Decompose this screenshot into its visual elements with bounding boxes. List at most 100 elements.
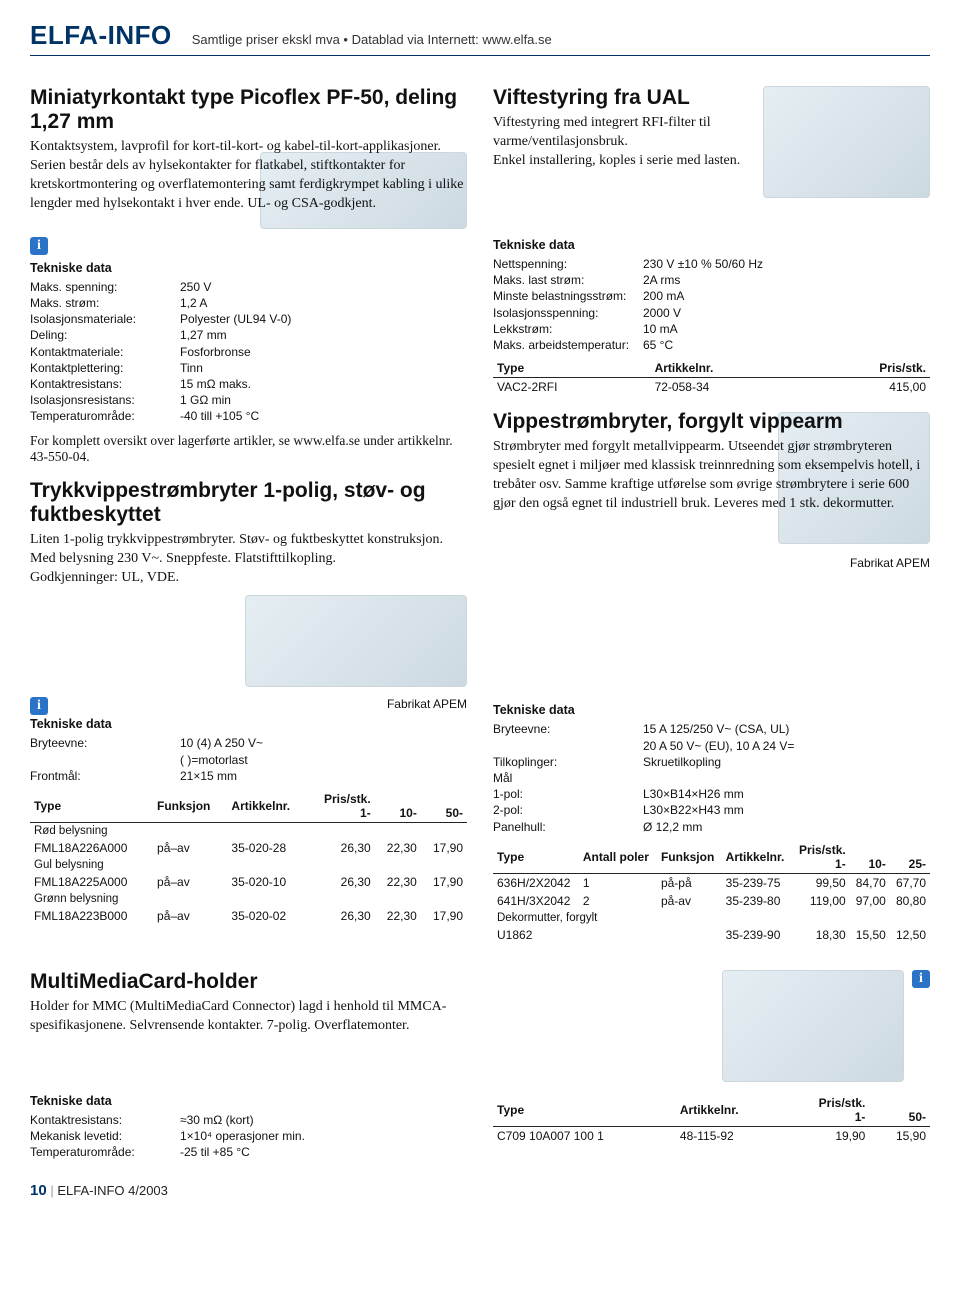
note-picoflex: For komplett oversikt over lagerførte ar… [30,433,467,465]
section-title-picoflex: Miniatyrkontakt type Picoflex PF-50, del… [30,86,467,134]
th-type: Type [493,359,651,378]
spec-key: Mål [493,770,643,786]
spec-key: Panelhull: [493,819,643,835]
spec-value: Fosforbronse [180,344,467,360]
spec-row: Mekanisk levetid:1×10⁴ operasjoner min. [30,1128,467,1144]
spec-key [493,738,643,754]
spec-title: Tekniske data [30,261,467,275]
spec-key: Isolasjonsmateriale: [30,311,180,327]
label: 50- [909,1110,926,1124]
price-table-trykk: Type Funksjon Artikkelnr. Pris/stk.1- 10… [30,790,467,925]
price-table-mmc: Type Artikkelnr. Pris/stk.1- 50- C709 10… [493,1094,930,1145]
spec-value: 230 V ±10 % 50/60 Hz [643,256,930,272]
product-image-mmc [722,970,904,1082]
th: 50- [421,790,467,823]
table-cell: 15,50 [850,926,890,944]
spec-row: Maks. strøm:1,2 A [30,295,467,311]
table-cell: 35-239-80 [722,892,792,910]
label: Pris/stk. [324,792,371,806]
spec-key: Maks. strøm: [30,295,180,311]
spec-value: L30×B14×H26 mm [643,786,930,802]
table-cell: VAC2-2RFI [493,378,651,397]
section-body-mmc: Holder for MMC (MultiMediaCard Connector… [30,998,470,1036]
section-body-vippe: Strømbryter med forgylt metallvippearm. … [493,438,930,514]
label: Antall poler [583,850,649,864]
spec-value: 1 GΩ min [180,392,467,408]
table-row: Dekormutter, forgylt [493,910,930,926]
table-cell: 17,90 [421,873,467,891]
spec-value: Polyester (UL94 V-0) [180,311,467,327]
th-price: Pris/stk. [804,359,930,378]
table-cell: på–av [153,907,227,925]
section-body-trykk: Liten 1-polig trykkvippestrømbryter. Stø… [30,531,467,588]
info-icon: i [30,237,48,255]
table-cell: FML18A225A000 [30,873,153,891]
table-cell: 641H/3X2042 [493,892,579,910]
table-row: 636H/2X20421på-på35-239-7599,5084,7067,7… [493,873,930,892]
spec-key: Kontaktplettering: [30,360,180,376]
table-cell: 1 [579,873,657,892]
spec-value: 10 mA [643,321,930,337]
spec-list-trykk: Bryteevne:10 (4) A 250 V~( )=motorlastFr… [30,735,467,784]
spec-key: Tilkoplinger: [493,754,643,770]
th: Type [493,1094,676,1127]
spec-list-vippe: Bryteevne:15 A 125/250 V~ (CSA, UL)20 A … [493,721,930,834]
spec-value: L30×B22×H43 mm [643,802,930,818]
th: Pris/stk.1- [308,790,374,823]
spec-row: Tilkoplinger:Skruetilkopling [493,754,930,770]
table-cell: C709 10A007 100 1 [493,1126,676,1145]
spec-row: Isolasjonsresistans:1 GΩ min [30,392,467,408]
spec-value: 2A rms [643,272,930,288]
spec-value [643,770,930,786]
table-cell: 35-020-02 [227,907,308,925]
table-subhead: Gul belysning [30,857,467,873]
table-cell: 12,50 [890,926,930,944]
table-cell: 35-020-28 [227,839,308,857]
spec-value: ( )=motorlast [180,752,467,768]
table-cell: 22,30 [375,839,421,857]
table-cell: på-på [657,873,722,892]
th: Artikkelnr. [722,841,792,874]
spec-key: Minste belastningsstrøm: [493,288,643,304]
spec-row: Lekkstrøm:10 mA [493,321,930,337]
spec-row: ( )=motorlast [30,752,467,768]
spec-row: 20 A 50 V~ (EU), 10 A 24 V= [493,738,930,754]
table-row: FML18A223B000på–av35-020-0226,3022,3017,… [30,907,467,925]
table-cell: 17,90 [421,907,467,925]
spec-row: Kontaktmateriale:Fosforbronse [30,344,467,360]
spec-row: Isolasjonsmateriale:Polyester (UL94 V-0) [30,311,467,327]
spec-row: 1-pol:L30×B14×H26 mm [493,786,930,802]
spec-row: Minste belastningsstrøm:200 mA [493,288,930,304]
table-cell: 22,30 [375,907,421,925]
th: Pris/stk.1- [792,841,850,874]
spec-value: 65 °C [643,337,930,353]
spec-row: 2-pol:L30×B22×H43 mm [493,802,930,818]
spec-title: Tekniske data [493,703,930,717]
spec-row: Isolasjonsspenning:2000 V [493,305,930,321]
spec-key: Isolasjonsresistans: [30,392,180,408]
spec-title: Tekniske data [30,717,467,731]
spec-value: 20 A 50 V~ (EU), 10 A 24 V= [643,738,930,754]
spec-title: Tekniske data [493,238,930,252]
label: 1- [855,1110,866,1124]
spec-list-vifte: Nettspenning:230 V ±10 % 50/60 HzMaks. l… [493,256,930,353]
table-cell: 72-058-34 [651,378,805,397]
th: Antall poler [579,841,657,874]
table-row: FML18A225A000på–av35-020-1026,3022,3017,… [30,873,467,891]
table-cell: 415,00 [804,378,930,397]
page-header: ELFA-INFO Samtlige priser ekskl mva • Da… [30,20,930,56]
spec-value: 1,2 A [180,295,467,311]
spec-row: Deling:1,27 mm [30,327,467,343]
th: Artikkelnr. [676,1094,782,1127]
table-subhead: Grønn belysning [30,891,467,907]
table-cell: på-av [657,892,722,910]
table-row: Gul belysning [30,857,467,873]
spec-key: Frontmål: [30,768,180,784]
price-table-vippe: Type Antall poler Funksjon Artikkelnr. P… [493,841,930,944]
spec-key: Mekanisk levetid: [30,1128,180,1144]
table-cell: FML18A226A000 [30,839,153,857]
spec-key [30,752,180,768]
spec-key: Kontaktresistans: [30,376,180,392]
table-cell: U1862 [493,926,579,944]
label: Pris/stk. [799,843,846,857]
